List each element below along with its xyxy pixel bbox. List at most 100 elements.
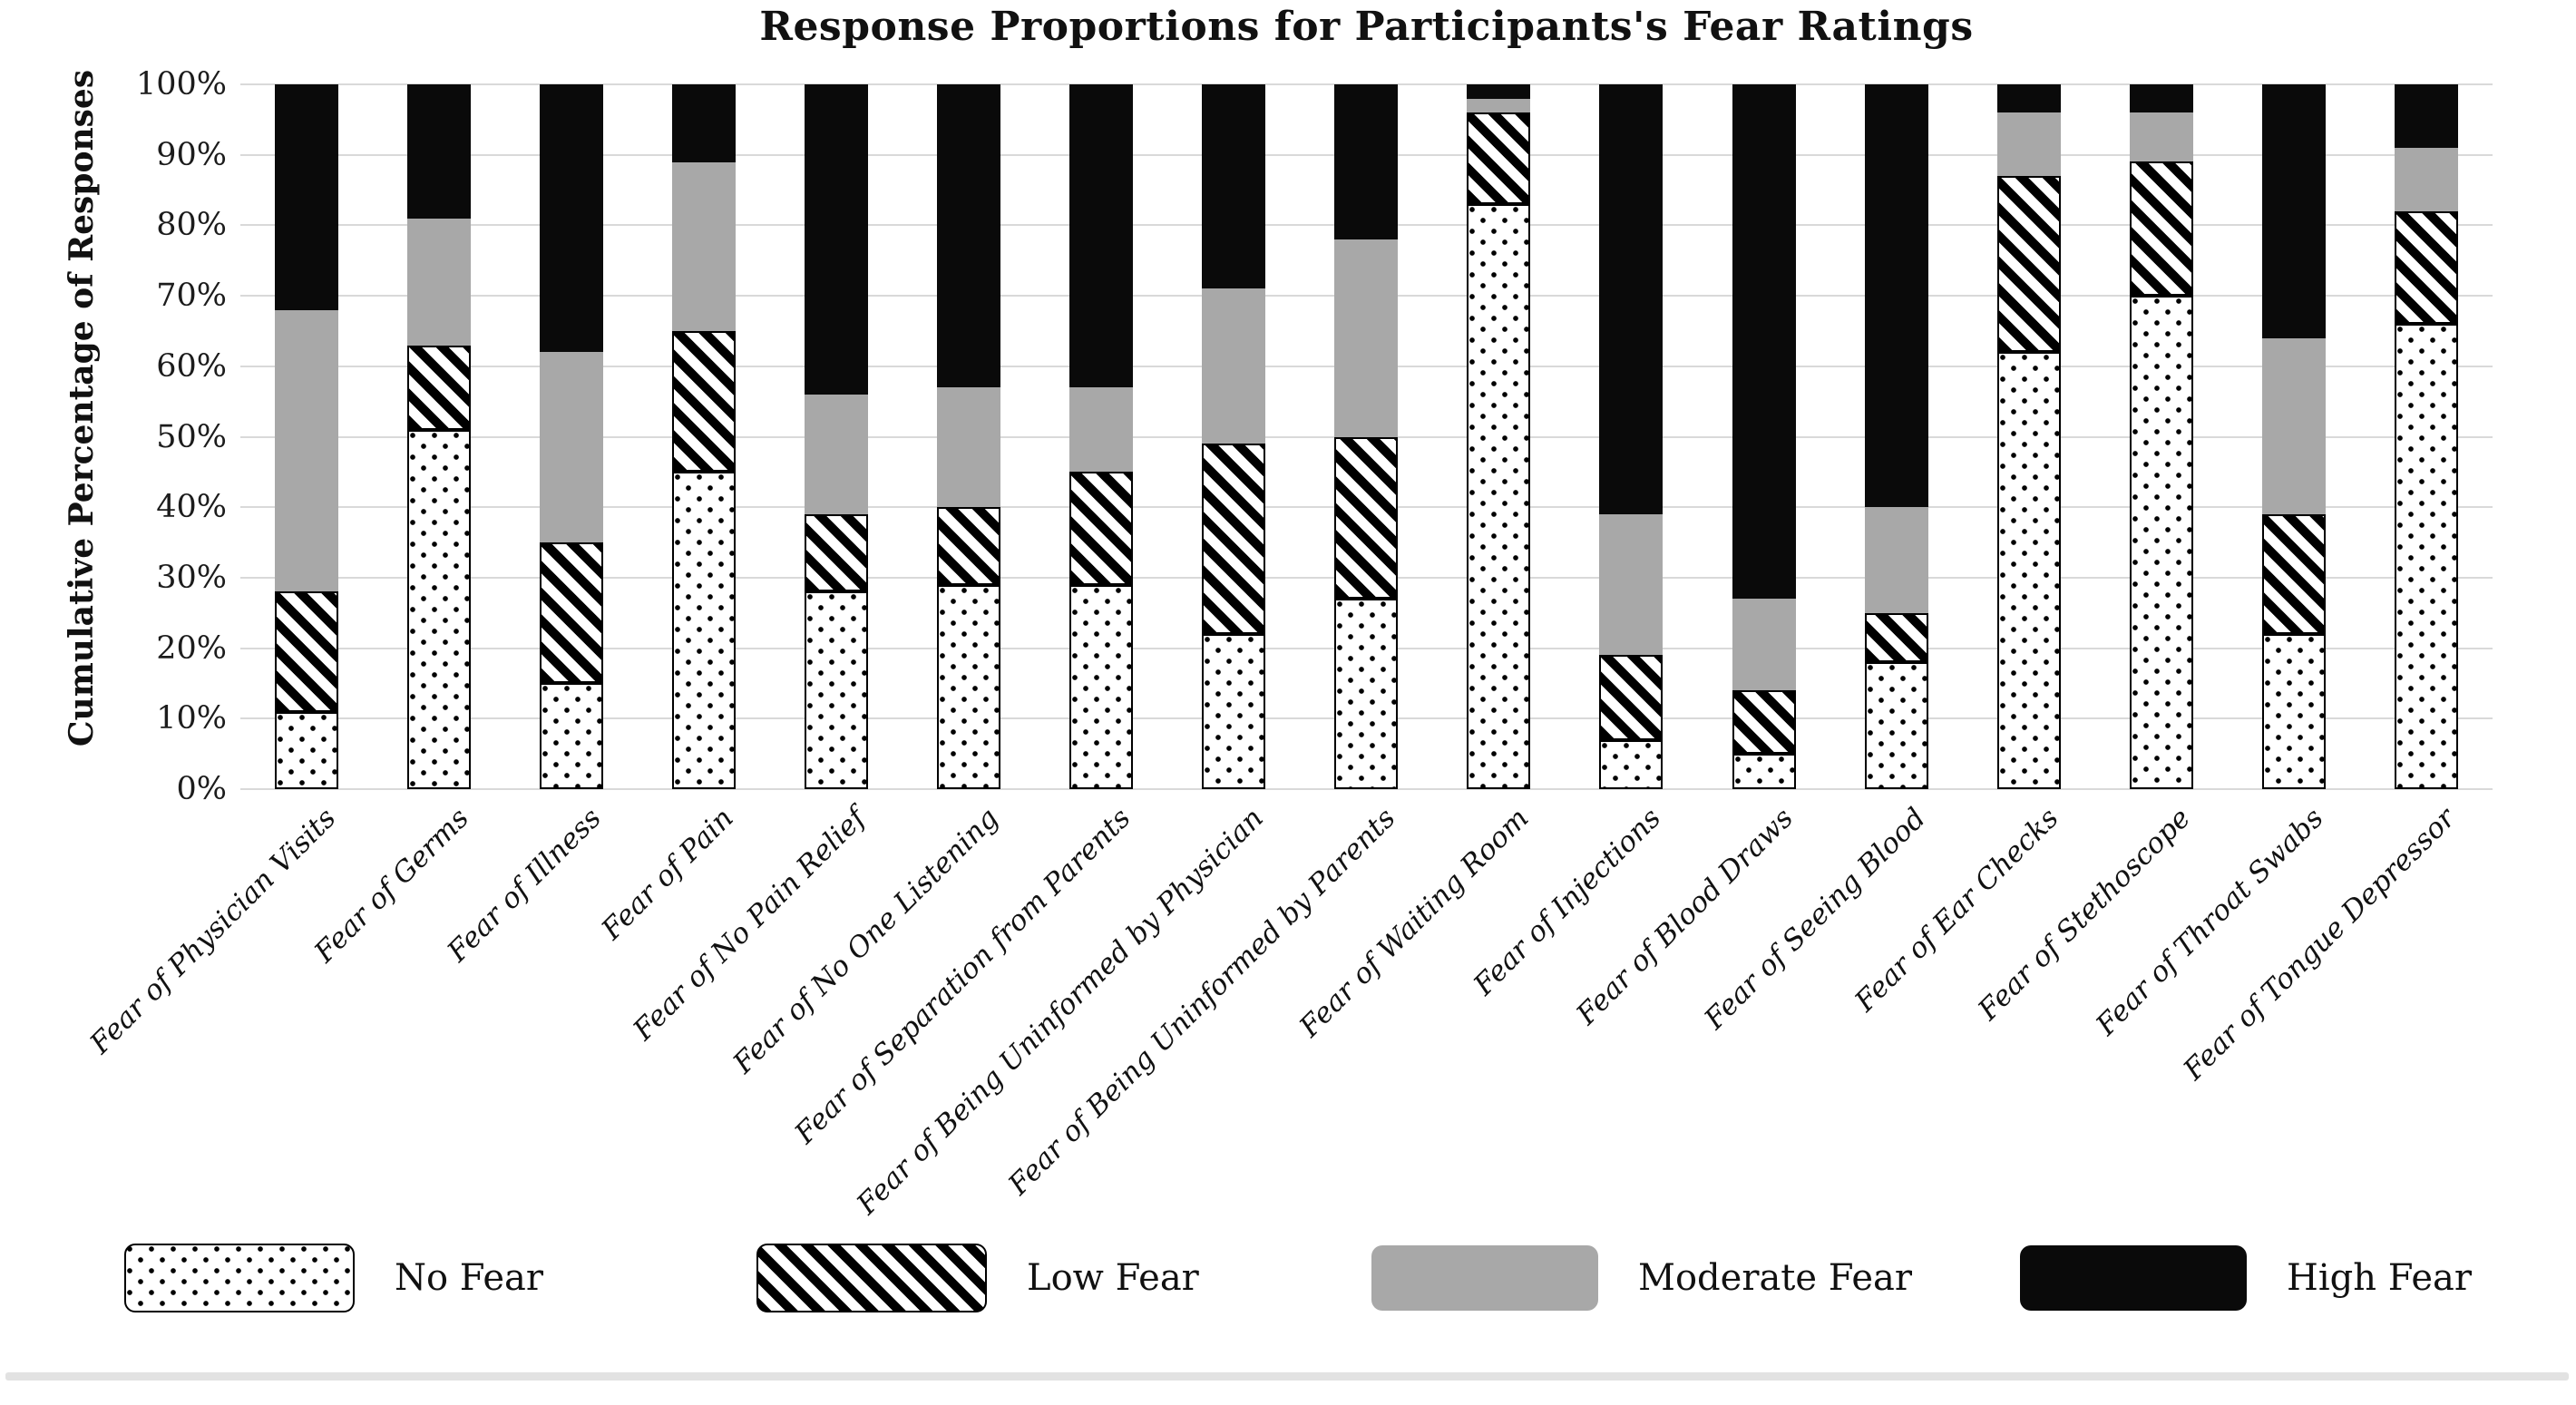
bar-segment: [1864, 662, 1928, 789]
stacked-bar: [540, 84, 604, 789]
bar-segment: [1202, 634, 1266, 789]
bar-segment: [1467, 204, 1531, 789]
stacked-bar: [407, 84, 472, 789]
stacked-bar: [1202, 84, 1266, 789]
legend-swatch: [2020, 1245, 2247, 1311]
bar-segment: [1202, 444, 1266, 635]
bar-segment: [2261, 337, 2326, 514]
gridline: [240, 83, 2493, 85]
stacked-bar: [1996, 84, 2061, 789]
legend-swatch: [1371, 1245, 1598, 1311]
x-axis-label: Fear of Physician Visits: [83, 802, 343, 1060]
bar-segment: [672, 330, 737, 473]
bar-segment: [407, 218, 472, 346]
y-axis-tick-label: 40%: [156, 489, 227, 526]
bar-segment: [540, 542, 604, 684]
bar-segment: [1599, 655, 1664, 740]
bar-segment: [275, 84, 339, 310]
bar-segment: [1334, 436, 1399, 600]
bar-segment: [1069, 584, 1134, 789]
bar-segment: [1996, 84, 2061, 113]
bar-segment: [540, 84, 604, 353]
stacked-bar: [805, 84, 869, 789]
stacked-bar: [275, 84, 339, 789]
bar-group: [240, 84, 2493, 789]
y-axis-tick-label: 80%: [156, 207, 227, 244]
legend-label: Low Fear: [1027, 1257, 1199, 1299]
stacked-bar: [1864, 84, 1928, 789]
bar-segment: [1069, 84, 1134, 388]
bar-segment: [805, 394, 869, 514]
stacked-bar: [672, 84, 737, 789]
bar-segment: [937, 387, 1001, 508]
stacked-bar: [1467, 84, 1531, 789]
legend-item: No Fear: [124, 1244, 543, 1312]
bar-segment: [407, 429, 472, 789]
bar-segment: [672, 472, 737, 789]
bar-segment: [805, 591, 869, 789]
chart-title: Response Proportions for Participants's …: [759, 4, 1974, 50]
bar-segment: [2394, 210, 2458, 325]
bar-segment: [672, 161, 737, 331]
bar-segment: [2261, 634, 2326, 789]
bar-segment: [937, 507, 1001, 585]
x-axis-label: Fear of Stethoscope: [1972, 802, 2198, 1027]
bar-segment: [2129, 112, 2193, 162]
bar-segment: [407, 345, 472, 430]
bar-segment: [1599, 84, 1664, 514]
stacked-bar: [2261, 84, 2326, 789]
bar-segment: [1334, 84, 1399, 239]
bar-segment: [805, 513, 869, 592]
x-axis-label: Fear of Pain: [595, 802, 740, 947]
bar-segment: [1467, 84, 1531, 99]
y-axis-tick-label: 50%: [156, 418, 227, 455]
bar-segment: [1732, 754, 1796, 789]
bar-segment: [1864, 612, 1928, 663]
bar-segment: [1202, 288, 1266, 444]
y-axis-tick-label: 0%: [176, 771, 227, 807]
stacked-bar: [1334, 84, 1399, 789]
legend-swatch: [124, 1244, 355, 1312]
bar-segment: [1732, 599, 1796, 691]
bar-segment: [1996, 352, 2061, 789]
bar-segment: [937, 584, 1001, 789]
stacked-bar: [2129, 84, 2193, 789]
x-axis-label: Fear of Seeing Blood: [1698, 802, 1933, 1036]
bar-segment: [2261, 513, 2326, 635]
x-axis-label: Fear of Waiting Room: [1293, 802, 1536, 1044]
bar-segment: [1334, 239, 1399, 437]
legend-item: High Fear: [2020, 1244, 2472, 1312]
bar-segment: [805, 84, 869, 395]
bar-segment: [1467, 112, 1531, 205]
bar-segment: [2129, 84, 2193, 113]
x-axis-label: Fear of No Pain Relief: [627, 802, 873, 1048]
y-axis-tick-label: 20%: [156, 629, 227, 667]
legend-item: Low Fear: [756, 1244, 1199, 1312]
bar-segment: [1069, 472, 1134, 585]
bar-segment: [672, 84, 737, 162]
y-axis-tick-label: 100%: [135, 66, 227, 102]
y-axis-tick-label: 90%: [156, 136, 227, 173]
stacked-bar: [2394, 84, 2458, 789]
legend-swatch: [756, 1244, 987, 1312]
bar-segment: [1334, 599, 1399, 789]
stacked-bar: [1069, 84, 1134, 789]
gridline: [240, 788, 2493, 790]
plot-area: [240, 83, 2493, 790]
x-axis-label: Fear of No One Listening: [727, 802, 1005, 1080]
legend-label: Moderate Fear: [1638, 1257, 1912, 1299]
bar-segment: [1599, 739, 1664, 789]
stacked-bar: [1599, 84, 1664, 789]
x-axis-label: Fear of Throat Swabs: [2089, 802, 2330, 1042]
y-axis-tick-label: 10%: [156, 700, 227, 737]
bar-segment: [1467, 98, 1531, 113]
bar-segment: [540, 683, 604, 789]
bar-segment: [2261, 84, 2326, 338]
bar-segment: [1732, 690, 1796, 755]
y-axis-tick-label: 30%: [156, 559, 227, 596]
bar-segment: [2394, 84, 2458, 148]
bar-segment: [2129, 161, 2193, 297]
stacked-bar: [1732, 84, 1796, 789]
bar-segment: [275, 591, 339, 712]
legend-label: High Fear: [2287, 1257, 2472, 1299]
